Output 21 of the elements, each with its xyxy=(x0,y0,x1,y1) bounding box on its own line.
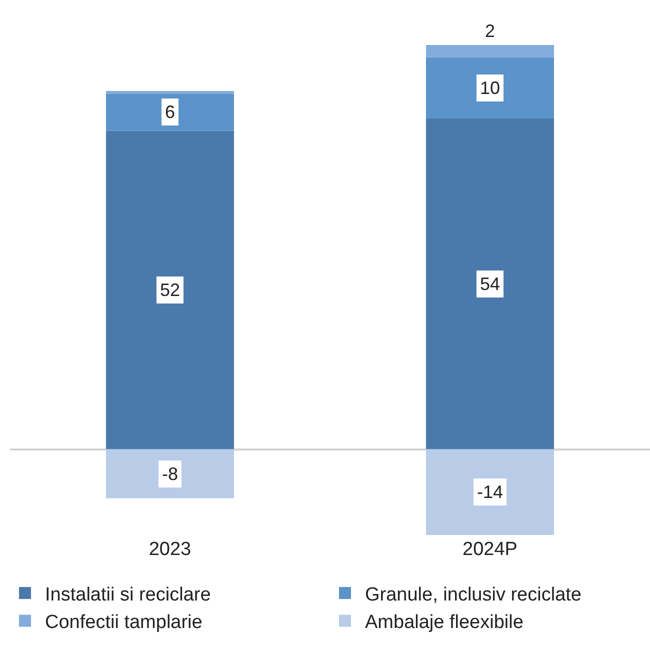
legend-label: Instalatii si reciclare xyxy=(45,584,211,606)
data-label: 2 xyxy=(485,21,496,41)
bar xyxy=(106,449,234,498)
data-label: -8 xyxy=(162,464,178,484)
bar xyxy=(426,449,554,535)
data-label: 10 xyxy=(480,78,500,98)
bar xyxy=(106,90,234,94)
data-label: 52 xyxy=(160,280,180,300)
bar xyxy=(426,118,554,450)
bar xyxy=(106,130,234,450)
legend-label: Ambalaje fleexibile xyxy=(365,612,524,634)
bar xyxy=(426,57,554,118)
x-tick-label: 2023 xyxy=(148,539,192,560)
legend-label: Confectii tamplarie xyxy=(45,612,202,634)
bar xyxy=(426,45,554,58)
data-label: 6 xyxy=(165,102,176,122)
x-tick-label: 2024P xyxy=(462,539,518,560)
legend-label: Granule, inclusiv reciclate xyxy=(365,584,582,606)
data-label: -14 xyxy=(477,482,504,502)
bar xyxy=(106,94,234,131)
data-label: 54 xyxy=(480,274,500,294)
